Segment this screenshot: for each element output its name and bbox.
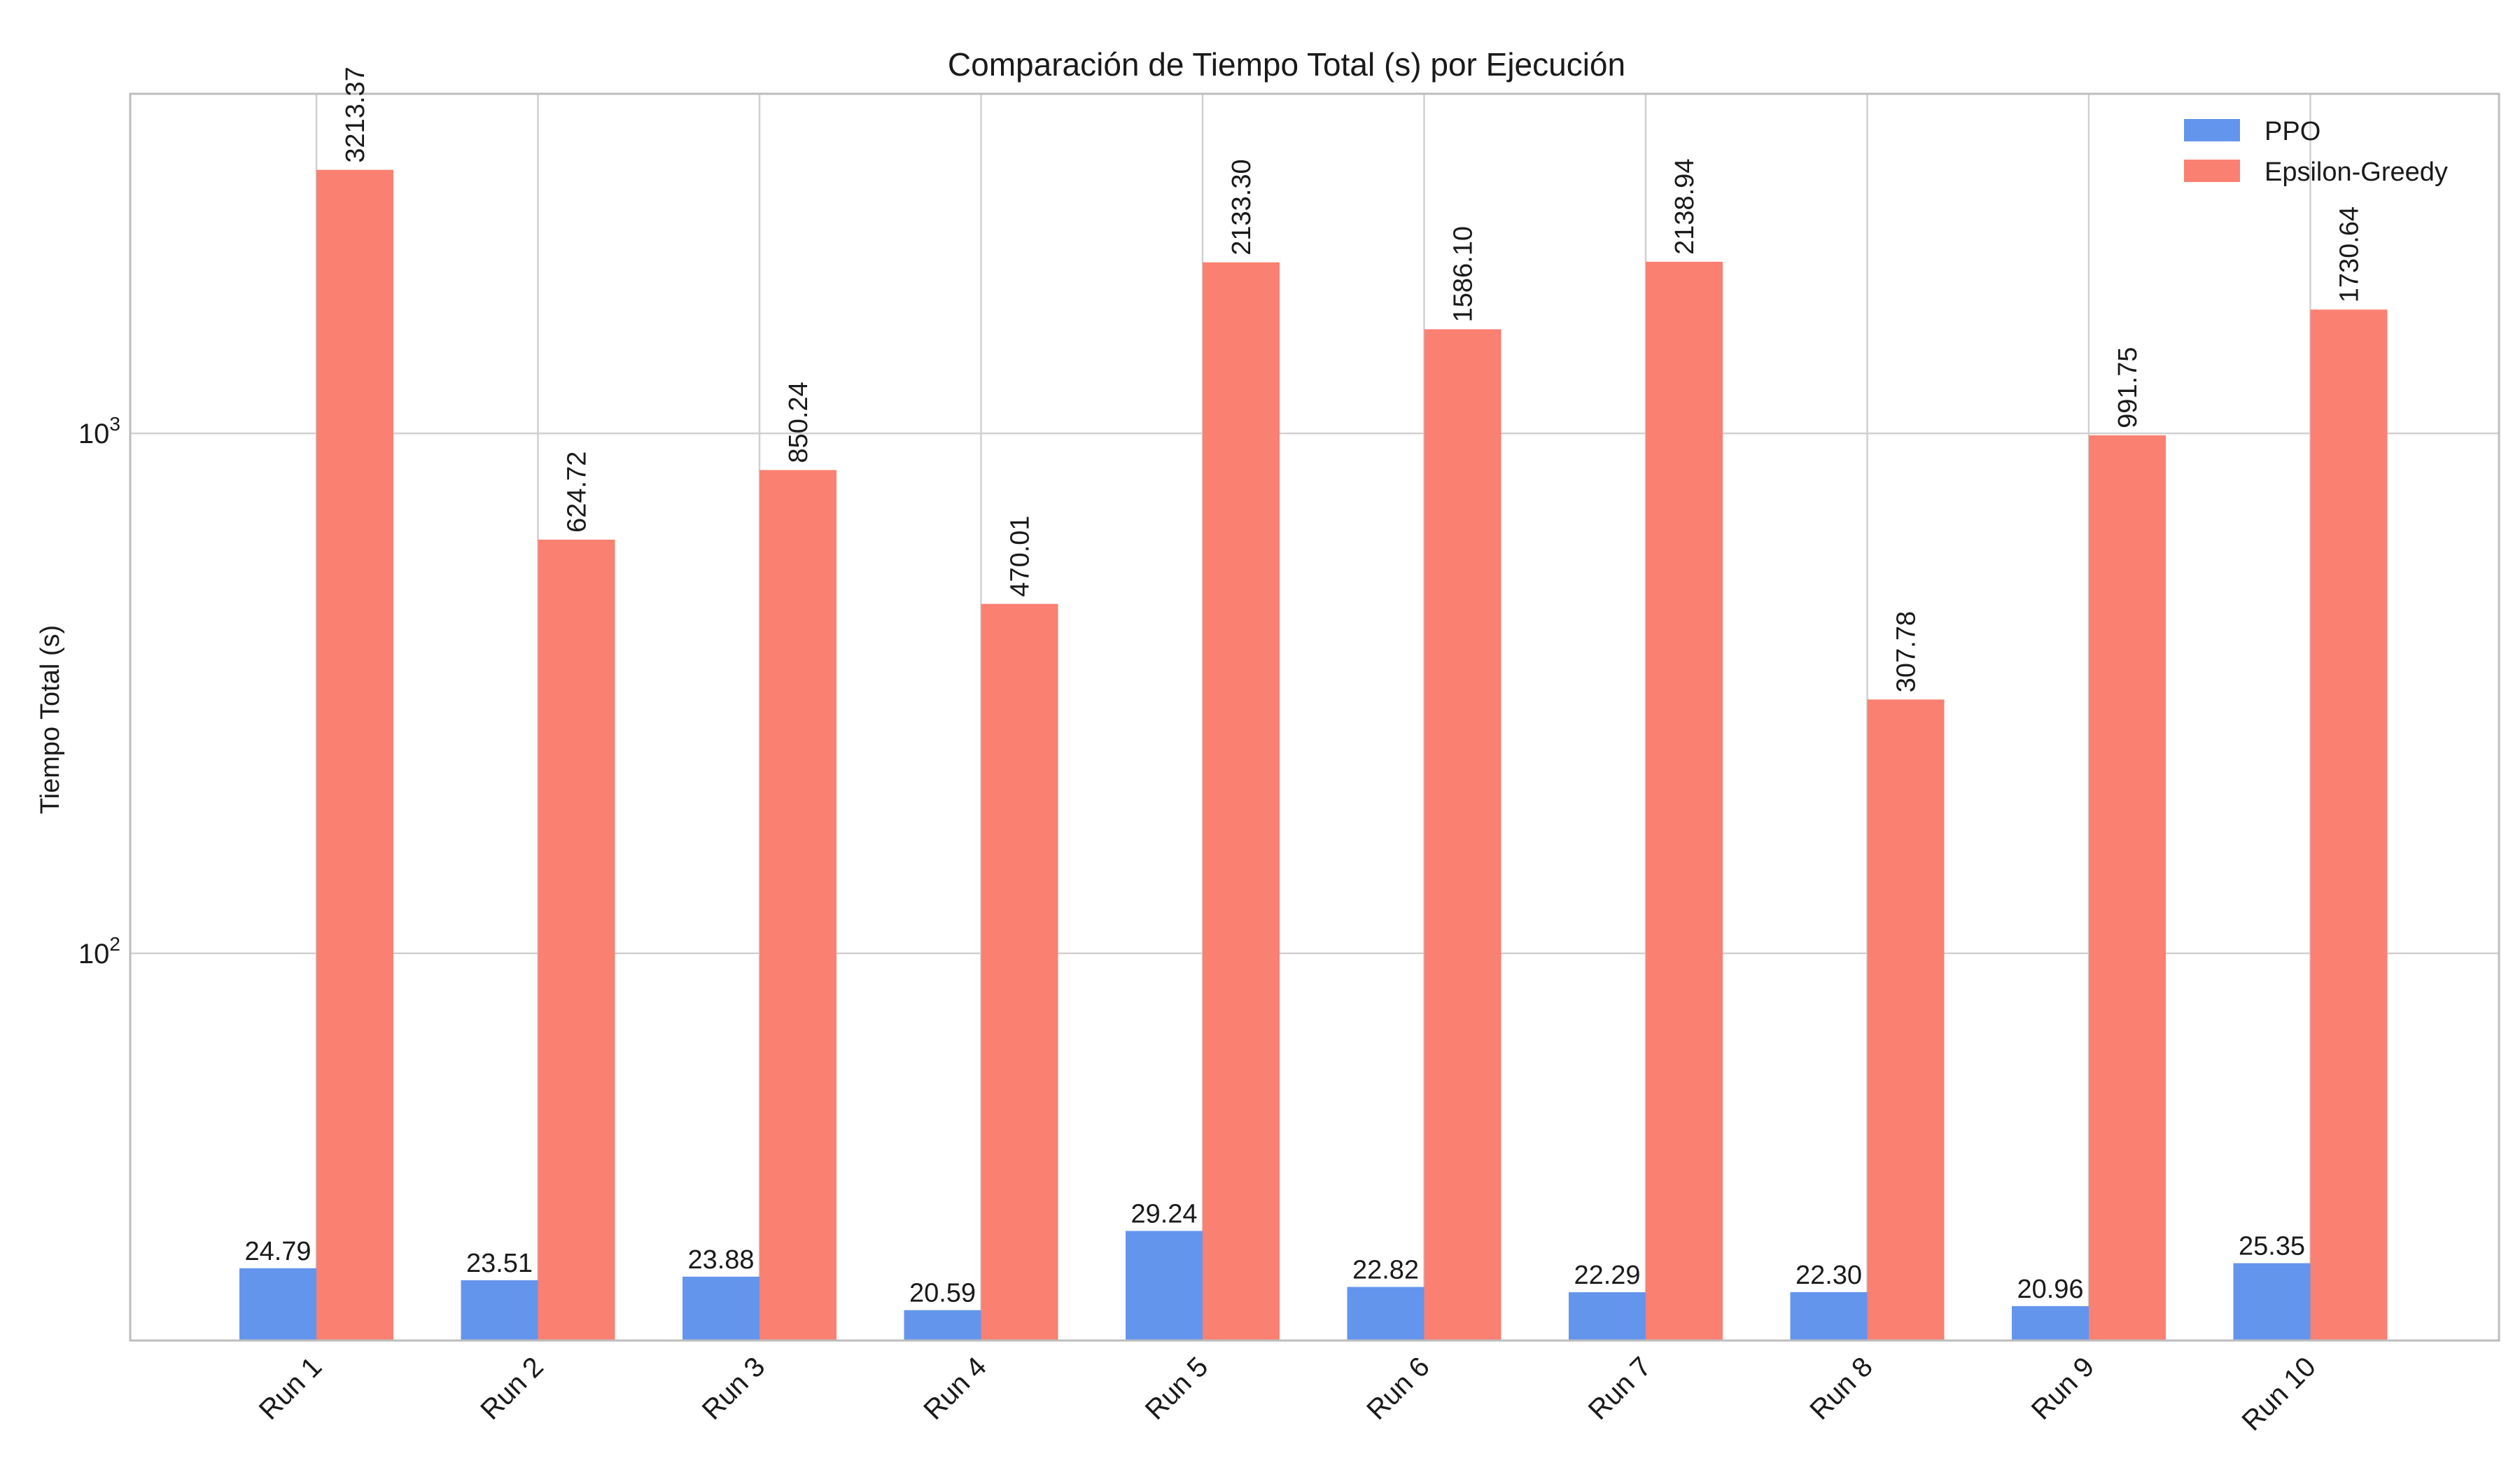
value-label-ppo: 22.29 — [1574, 1261, 1640, 1290]
x-tick-label: Run 6 — [1361, 1351, 1436, 1426]
bar-epsilon-greedy — [981, 603, 1058, 1340]
value-label-ppo: 23.51 — [466, 1249, 533, 1278]
value-label-ppo: 22.82 — [1352, 1255, 1419, 1284]
y-axis-title: Tiempo Total (s) — [36, 625, 65, 814]
y-tick-exponent: 3 — [109, 413, 120, 435]
bar-epsilon-greedy — [538, 539, 615, 1340]
y-tick-base: 10 — [78, 939, 110, 969]
bar-epsilon-greedy — [1646, 261, 1723, 1340]
y-tick-base: 10 — [78, 419, 110, 449]
value-label-ppo: 24.79 — [244, 1237, 311, 1266]
bar-epsilon-greedy — [1867, 699, 1945, 1340]
bar-ppo — [1790, 1292, 1868, 1340]
x-tick-label: Run 8 — [1804, 1351, 1879, 1426]
x-tick-label: Run 9 — [2026, 1351, 2101, 1426]
chart-title: Comparación de Tiempo Total (s) por Ejec… — [948, 46, 1625, 83]
bar-layer — [239, 169, 2388, 1341]
legend: PPO Epsilon-Greedy — [2184, 117, 2448, 187]
value-label-epsilon-greedy: 470.01 — [1006, 515, 1035, 596]
plot-frame — [129, 92, 2500, 1342]
value-label-ppo: 29.24 — [1130, 1200, 1197, 1229]
bar-ppo — [2233, 1263, 2311, 1340]
value-label-epsilon-greedy: 850.24 — [784, 382, 813, 463]
x-tick-label: Run 5 — [1140, 1351, 1214, 1426]
legend-label-epsilon-greedy: Epsilon-Greedy — [2264, 158, 2448, 187]
bar-ppo — [682, 1276, 760, 1340]
legend-swatch-ppo — [2184, 119, 2240, 141]
bar-ppo — [1347, 1287, 1424, 1340]
bar-ppo — [904, 1310, 981, 1340]
bar-epsilon-greedy — [1424, 329, 1502, 1340]
y-tick-label: 103 — [78, 413, 120, 449]
value-label-ppo: 25.35 — [2239, 1232, 2305, 1261]
bar-ppo — [2012, 1306, 2089, 1340]
x-tick-label: Run 7 — [1583, 1351, 1658, 1426]
x-tick-label: Run 1 — [253, 1351, 328, 1426]
value-label-ppo: 22.30 — [1795, 1261, 1862, 1290]
value-label-epsilon-greedy: 2133.30 — [1227, 159, 1256, 255]
legend-swatch-epsilon-greedy — [2184, 160, 2240, 182]
value-label-ppo: 20.96 — [2017, 1275, 2083, 1304]
bar-epsilon-greedy — [2089, 435, 2166, 1341]
x-tick-label: Run 3 — [696, 1351, 771, 1426]
value-label-ppo: 20.59 — [909, 1279, 976, 1308]
legend-label-ppo: PPO — [2264, 117, 2320, 146]
value-label-epsilon-greedy: 991.75 — [2113, 347, 2143, 428]
y-tick-exponent: 2 — [109, 933, 120, 955]
value-label-layer: 24.79 23.51 23.88 20.59 29.24 22.82 22.29 22.30… — [244, 66, 2364, 1308]
y-tick-label: 102 — [78, 933, 120, 969]
bar-ppo — [239, 1268, 316, 1340]
bar-epsilon-greedy — [316, 169, 393, 1340]
value-label-epsilon-greedy: 624.72 — [563, 451, 592, 533]
x-tick-label: Run 10 — [2236, 1351, 2322, 1436]
bar-epsilon-greedy — [1203, 262, 1280, 1341]
value-label-ppo: 23.88 — [687, 1245, 754, 1275]
value-label-epsilon-greedy: 1586.10 — [1449, 226, 1478, 322]
bar-epsilon-greedy — [760, 470, 836, 1340]
value-label-epsilon-greedy: 3213.37 — [341, 66, 370, 162]
value-label-epsilon-greedy: 1730.64 — [2335, 206, 2365, 302]
bar-ppo — [461, 1280, 538, 1340]
x-tick-label: Run 2 — [475, 1351, 550, 1426]
bar-ppo — [1569, 1292, 1646, 1340]
value-label-epsilon-greedy: 2138.94 — [1670, 159, 1700, 255]
value-label-epsilon-greedy: 307.78 — [1892, 611, 1921, 692]
x-tick-label: Run 4 — [918, 1351, 993, 1426]
bar-ppo — [1126, 1231, 1203, 1340]
bar-epsilon-greedy — [2310, 309, 2388, 1341]
